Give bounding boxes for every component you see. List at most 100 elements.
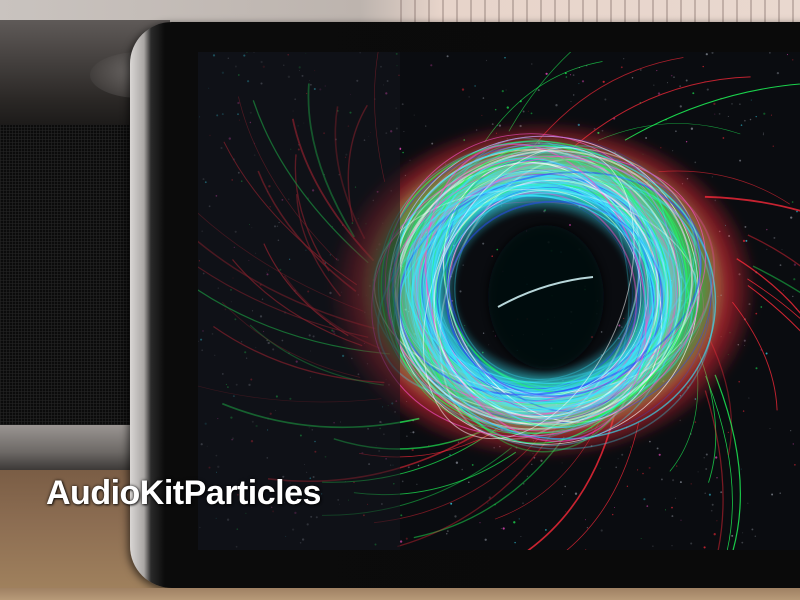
- dust-particle: [488, 496, 491, 499]
- dust-particle: [479, 522, 481, 524]
- dust-particle: [671, 515, 674, 518]
- dust-particle: [697, 471, 699, 473]
- dust-particle: [561, 462, 563, 464]
- dust-particle: [446, 530, 449, 533]
- dust-particle: [402, 151, 404, 154]
- dust-particle: [670, 74, 673, 77]
- dust-particle: [739, 159, 742, 162]
- dust-particle: [555, 104, 558, 107]
- dust-particle: [763, 132, 764, 134]
- dust-particle: [694, 161, 697, 164]
- dust-particle: [430, 64, 433, 67]
- dust-particle: [446, 55, 449, 58]
- ring-strand: [447, 190, 642, 396]
- ring-strand: [396, 149, 693, 425]
- ring-strand: [430, 157, 670, 427]
- dust-particle: [403, 130, 405, 133]
- ring-strand: [411, 194, 667, 404]
- particle-streak: [747, 234, 800, 267]
- dust-particle: [455, 461, 459, 464]
- dust-particle: [600, 529, 603, 532]
- center-filament: [497, 276, 594, 308]
- dust-particle: [454, 515, 457, 518]
- dust-particle: [413, 114, 415, 116]
- ring-strand: [448, 178, 647, 385]
- dust-particle: [783, 289, 784, 291]
- dust-particle: [630, 446, 631, 448]
- dust-particle: [769, 428, 771, 430]
- dust-particle: [574, 492, 578, 495]
- dust-particle: [405, 537, 408, 540]
- dust-particle: [776, 71, 780, 75]
- dust-particle: [690, 542, 693, 545]
- ring-strand: [446, 200, 664, 397]
- dust-particle: [792, 443, 794, 445]
- dust-particle: [504, 57, 506, 59]
- dust-particle: [722, 137, 725, 139]
- dust-particle: [425, 125, 427, 127]
- dust-particle: [748, 397, 750, 399]
- dust-particle: [690, 127, 694, 130]
- dust-particle: [569, 74, 572, 76]
- particle-streak: [624, 83, 800, 141]
- dust-particle: [626, 485, 629, 487]
- dust-particle: [656, 70, 658, 72]
- ring-strand: [422, 171, 680, 426]
- dust-particle: [523, 483, 525, 485]
- dust-particle: [790, 430, 792, 432]
- particle-streak: [705, 375, 733, 550]
- dust-particle: [666, 82, 668, 84]
- particle-streak: [747, 285, 800, 332]
- ring-strand: [404, 186, 673, 385]
- dust-particle: [713, 102, 716, 106]
- dust-particle: [671, 545, 673, 547]
- dust-particle: [581, 80, 585, 83]
- dust-particle: [520, 536, 522, 538]
- dust-particle: [416, 483, 418, 485]
- dust-particle: [744, 119, 746, 122]
- dust-particle: [602, 80, 605, 83]
- ring-strand: [426, 170, 659, 420]
- particle-streak: [714, 374, 741, 550]
- particle-streak: [747, 278, 800, 319]
- dust-particle: [744, 225, 747, 228]
- dust-particle: [412, 431, 415, 434]
- dust-particle: [446, 533, 448, 535]
- particle-streak: [566, 422, 639, 550]
- dust-particle: [679, 481, 682, 484]
- dust-particle: [642, 472, 644, 475]
- dust-particle: [685, 79, 688, 82]
- dust-particle: [526, 475, 528, 477]
- dust-particle: [779, 264, 782, 266]
- dust-particle: [604, 98, 607, 101]
- particle-ring-strands: [371, 133, 717, 453]
- ring-strand: [422, 147, 635, 440]
- dust-particle: [716, 477, 718, 479]
- dust-particle: [572, 94, 575, 96]
- ring-strand: [400, 135, 694, 433]
- dust-particle: [513, 521, 516, 524]
- ring-strand: [392, 135, 712, 440]
- dust-particle: [643, 498, 646, 501]
- dust-particle: [407, 466, 410, 469]
- dust-particle: [672, 479, 675, 482]
- dust-particle: [653, 84, 655, 86]
- dust-particle: [685, 141, 688, 143]
- dust-particle: [739, 103, 741, 105]
- dust-particle: [620, 66, 623, 69]
- video-caption: AudioKitParticles: [46, 474, 321, 512]
- dust-particle: [704, 80, 706, 82]
- dust-particle: [714, 113, 716, 115]
- dust-particle: [781, 248, 783, 251]
- dust-particle: [648, 466, 651, 469]
- tablet-screen: [198, 52, 800, 550]
- dust-particle: [672, 150, 674, 152]
- dust-particle: [400, 514, 403, 517]
- ring-strand: [431, 179, 646, 409]
- dust-particle: [645, 137, 648, 139]
- dust-particle: [494, 503, 496, 506]
- dust-particle: [692, 92, 695, 95]
- dust-particle: [570, 101, 572, 102]
- dust-particle: [790, 216, 793, 219]
- ring-strand: [431, 157, 654, 429]
